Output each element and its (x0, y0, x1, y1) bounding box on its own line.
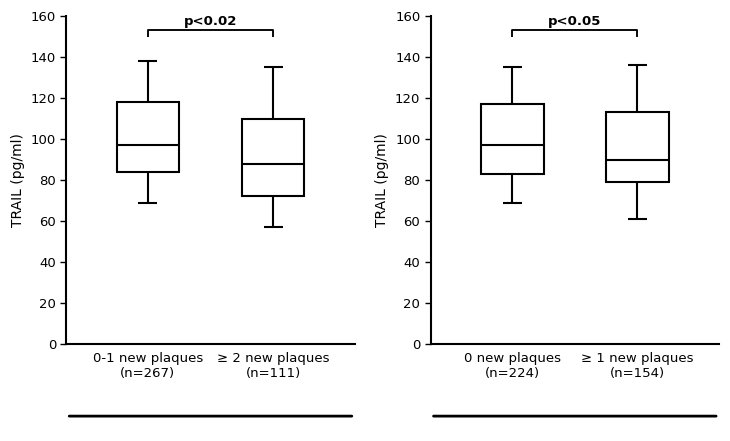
Bar (481, 104, 544, 174)
Bar (606, 112, 669, 182)
Y-axis label: TRAIL (pg/ml): TRAIL (pg/ml) (375, 133, 389, 227)
Bar (242, 119, 304, 196)
Bar (117, 102, 179, 172)
Text: p<0.05: p<0.05 (548, 15, 602, 28)
Text: p<0.02: p<0.02 (184, 15, 237, 28)
Y-axis label: TRAIL (pg/ml): TRAIL (pg/ml) (11, 133, 25, 227)
